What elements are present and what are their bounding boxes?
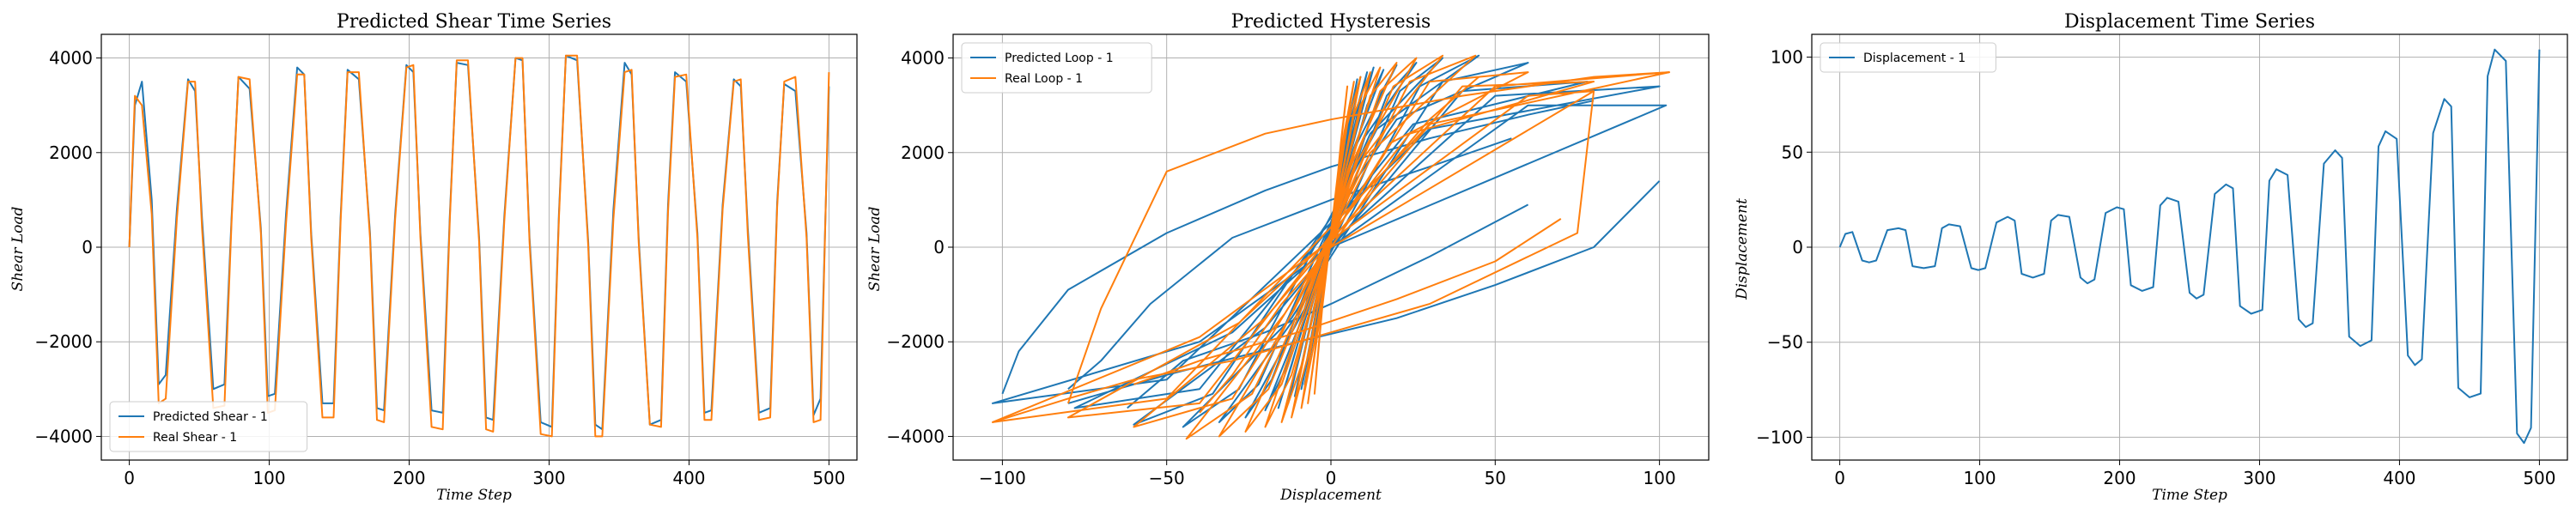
x-tick-label: 400	[672, 468, 705, 488]
series-line-2	[1199, 76, 1479, 414]
y-tick-label: 4000	[901, 48, 945, 69]
y-tick-label: 2000	[901, 142, 945, 163]
series-line-2	[128, 54, 830, 438]
x-tick-label: 200	[2103, 468, 2136, 488]
y-tick-label: −4000	[34, 426, 93, 446]
x-tick-label: 400	[2383, 468, 2415, 488]
y-axis-label: Shear Load	[866, 206, 884, 291]
y-axis-label: Displacement	[1734, 198, 1751, 300]
axes-frame	[952, 33, 1710, 461]
series-line-2	[1133, 218, 1562, 385]
legend-label: Predicted Shear - 1	[153, 410, 268, 424]
series-line-2	[992, 90, 1595, 423]
series-line-1	[1838, 48, 2541, 445]
hysteresis-panel: Predicted Hysteresis Displacement Shear …	[866, 11, 1710, 504]
chart-title: Predicted Shear Time Series	[337, 11, 611, 33]
series-line-2	[1066, 71, 1670, 404]
x-tick-label: −50	[1149, 468, 1185, 488]
y-tick-label: 100	[1771, 47, 1803, 68]
legend-label: Predicted Loop - 1	[1005, 52, 1114, 65]
y-tick-label: −4000	[886, 426, 945, 446]
x-tick-label: 0	[1834, 468, 1845, 488]
y-tick-label: 0	[82, 237, 93, 258]
plot-area	[128, 54, 830, 438]
y-tick-label: −2000	[886, 331, 945, 352]
legend: Predicted Loop - 1 Real Loop - 1	[961, 42, 1152, 94]
x-axis-label: Time Step	[436, 487, 512, 504]
x-axis-label: Displacement	[1279, 487, 1382, 504]
legend: Predicted Shear - 1 Real Shear - 1	[109, 401, 308, 452]
shear-time-series-panel: Predicted Shear Time Series Time Step Sh…	[9, 11, 858, 504]
legend-label: Displacement - 1	[1863, 52, 1965, 65]
y-tick-label: 50	[1782, 142, 1803, 162]
y-tick-label: −2000	[34, 331, 93, 352]
y-tick-label: 0	[1792, 237, 1803, 258]
x-tick-label: 100	[252, 468, 285, 488]
x-tick-label: −100	[979, 468, 1026, 488]
chart-title: Predicted Hysteresis	[1231, 11, 1431, 33]
y-tick-label: 2000	[49, 142, 93, 163]
x-tick-label: 500	[2523, 468, 2555, 488]
x-tick-label: 300	[2243, 468, 2275, 488]
y-tick-label: −100	[1756, 427, 1803, 447]
series-line-1	[1067, 137, 1512, 391]
legend: Displacement - 1	[1820, 42, 1996, 73]
y-tick-label: 4000	[49, 48, 93, 69]
x-tick-label: 0	[1326, 468, 1337, 488]
legend-box	[961, 42, 1152, 94]
x-tick-label: 100	[1643, 468, 1676, 488]
displacement-time-series-panel: Displacement Time Series Time Step Displ…	[1734, 11, 2568, 504]
series-line-1	[1001, 100, 1595, 395]
x-tick-label: 300	[532, 468, 565, 488]
y-tick-label: −50	[1767, 332, 1803, 353]
plot-area	[991, 54, 1671, 440]
x-axis-label: Time Step	[2152, 487, 2227, 504]
x-tick-label: 100	[1963, 468, 1996, 488]
x-tick-label: 500	[812, 468, 845, 488]
y-axis-label: Shear Load	[9, 206, 27, 291]
x-tick-label: 0	[124, 468, 135, 488]
series-line-1	[1067, 180, 1661, 404]
series-line-2	[991, 54, 1671, 440]
axes-frame	[100, 33, 858, 461]
y-tick-label: 0	[933, 237, 945, 258]
legend-box	[1820, 42, 1996, 73]
x-tick-label: 200	[392, 468, 425, 488]
legend-box	[109, 401, 308, 452]
legend-label: Real Loop - 1	[1005, 72, 1083, 86]
axes-frame	[1811, 33, 2568, 461]
x-tick-label: 50	[1485, 468, 1506, 488]
chart-title: Displacement Time Series	[2064, 11, 2315, 33]
legend-label: Real Shear - 1	[153, 431, 237, 445]
plot-area	[1838, 48, 2541, 445]
